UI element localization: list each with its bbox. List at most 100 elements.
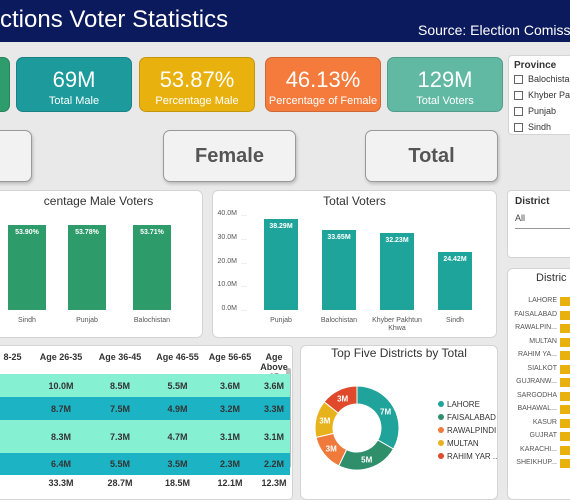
y-tick-label: 20.0M	[217, 257, 237, 265]
panel-title: Distric	[536, 272, 567, 284]
toggle-button[interactable]: Total	[365, 130, 498, 182]
kpi-value: 129M	[417, 67, 473, 92]
legend-label: RAWALPINDI	[447, 426, 496, 435]
legend-label: MULTAN	[447, 439, 479, 448]
x-tick-label: Sindh	[446, 317, 464, 324]
kpi-label: Percentage of Female	[268, 95, 378, 107]
table-cell: 5.5M	[109, 459, 130, 469]
slicer-dropdown[interactable]: All	[515, 213, 570, 229]
table-row	[0, 453, 290, 475]
bar	[133, 224, 171, 310]
chart-title: Total Voters	[323, 194, 386, 208]
table-cell: 3.1M	[219, 431, 240, 442]
table-row	[0, 397, 290, 420]
slicer-title: District	[515, 196, 550, 207]
category-label: LAHORE	[528, 297, 557, 304]
bar	[322, 230, 356, 310]
checkbox[interactable]	[514, 107, 523, 116]
bar-stub	[560, 364, 570, 374]
district-chart-panel: Distric	[507, 268, 570, 500]
category-label: RAWALPIN...	[515, 324, 557, 331]
kpi-card: 46.13% Percentage of Female	[265, 57, 381, 112]
kpi-card: 53.87% Percentage Male	[139, 57, 255, 112]
x-tick-label: Balochistan	[133, 317, 171, 324]
checkbox[interactable]	[514, 123, 523, 132]
value-label: 24.42M	[443, 256, 467, 263]
legend-label: FAISALABAD	[447, 413, 496, 422]
legend-label: RAHIM YAR ...	[447, 452, 498, 461]
column-header: Age 46-55	[156, 352, 199, 362]
table-cell: 3.3M	[263, 403, 284, 414]
slicer-item[interactable]: Balochista	[528, 74, 570, 84]
table-cell: 7.3M	[109, 431, 130, 442]
bar	[264, 219, 298, 310]
category-label: BAHAWAL...	[517, 405, 557, 412]
table-cell: 8.7M	[50, 403, 71, 414]
total-cell: 33.3M	[48, 478, 74, 488]
slicer-title: Province	[514, 60, 557, 71]
table-cell: 7.5M	[109, 403, 130, 414]
table-cell: 5.5M	[167, 380, 188, 391]
legend-swatch	[438, 414, 444, 420]
total-cell: 18.5M	[164, 478, 190, 488]
source-note: Source: Election Comissi	[418, 22, 570, 38]
value-label: 3M	[326, 445, 337, 454]
table-cell: 6.4M	[50, 459, 71, 469]
bar	[438, 252, 472, 310]
value-label: 53.78%	[75, 228, 99, 236]
bar	[68, 224, 106, 310]
category-label: FAISALABAD	[514, 310, 557, 318]
category-label: SIALKOT	[527, 364, 557, 372]
table-row	[0, 374, 290, 397]
bar-stub	[560, 459, 570, 468]
kpi-card: 69M Total Male	[16, 57, 132, 112]
total-cell: 28.7M	[107, 478, 133, 488]
y-tick-label: 0.0M	[221, 305, 237, 312]
slicer-item[interactable]: Punjab	[528, 106, 557, 116]
checkbox[interactable]	[514, 91, 523, 100]
category-label: KARACHI...	[520, 445, 557, 453]
bar	[380, 233, 414, 310]
table-row	[0, 420, 290, 453]
legend-swatch	[438, 440, 444, 446]
legend-swatch	[438, 401, 444, 407]
x-tick-label: Balochistan	[320, 317, 358, 324]
table-cell: 3.5M	[167, 459, 188, 469]
checkbox[interactable]	[514, 75, 523, 84]
slicer-item[interactable]: Khyber Pak	[528, 90, 570, 100]
slicer-item[interactable]: Sindh	[528, 122, 552, 132]
kpi-value: 46.13%	[285, 67, 361, 92]
category-label: GUJRAT	[529, 432, 557, 439]
category-label: MULTAN	[529, 337, 557, 345]
table-cell: 3.6M	[219, 380, 240, 391]
kpi-card: 129M Total Voters	[387, 57, 503, 112]
bar-stub	[560, 351, 570, 360]
category-label: KASUR	[532, 418, 557, 426]
value-label: 38.29M	[269, 223, 293, 231]
x-tick-label: Sindh	[18, 317, 36, 324]
x-tick-label: Punjab	[76, 317, 98, 324]
donut-chart: Top Five Districts by Total 7M LAHORE 5M FAI…	[314, 346, 498, 471]
y-tick-label: 40.0M	[217, 210, 237, 217]
page-title: ctions Voter Statistics	[0, 6, 229, 33]
grid-line	[241, 262, 247, 264]
bar-stub	[560, 405, 570, 414]
legend-swatch	[438, 427, 444, 433]
value-label: 33.65M	[327, 234, 351, 242]
kpi-label: Total Voters	[416, 95, 474, 107]
value-label: 7M	[380, 408, 391, 417]
toggle-button[interactable]: Female	[163, 130, 296, 182]
category-label: SHEIKHUP...	[516, 459, 557, 466]
x-tick-label: Punjab	[270, 317, 292, 324]
total-cell: 12.3M	[261, 478, 287, 488]
column-header: Age 56-65	[208, 352, 252, 362]
toggle-button[interactable]	[0, 130, 32, 182]
y-tick-label: 30.0M	[217, 233, 237, 241]
bar-stub	[560, 391, 570, 401]
chart-title: Top Five Districts by Total	[331, 346, 467, 360]
value-label: 53.71%	[140, 228, 164, 236]
value-label: 32.23M	[385, 237, 409, 245]
legend-swatch	[438, 453, 444, 459]
grid-line	[241, 238, 247, 240]
